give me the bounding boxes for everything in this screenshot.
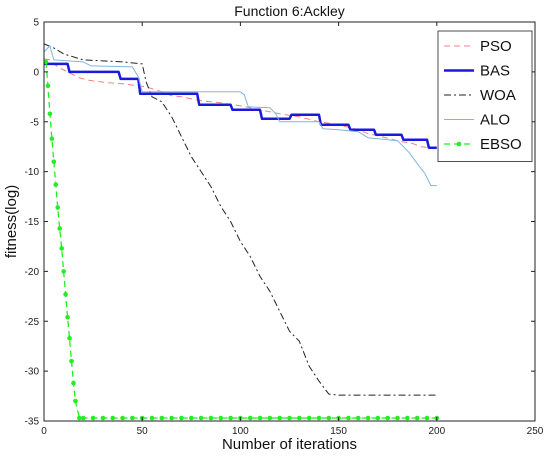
y-tick-label: -20	[25, 267, 40, 278]
data-point-ebso	[69, 358, 74, 364]
legend-label: WOA	[480, 87, 516, 104]
data-point-ebso	[198, 415, 204, 421]
series-line-pso	[43, 58, 437, 150]
data-point-ebso	[208, 415, 214, 421]
series-ebso	[43, 59, 440, 421]
data-point-ebso	[49, 136, 55, 142]
data-point-ebso	[57, 226, 63, 231]
x-tick-label: 250	[527, 426, 544, 437]
data-point-ebso	[355, 415, 361, 421]
y-tick-label: -10	[25, 167, 40, 178]
series-line-alo	[43, 45, 437, 187]
data-point-ebso	[53, 182, 59, 187]
data-point-ebso	[120, 415, 125, 421]
data-point-ebso	[189, 415, 194, 421]
data-point-ebso	[90, 415, 96, 421]
legend-item-bas: BAS	[444, 63, 510, 80]
data-point-ebso	[424, 415, 430, 421]
x-tick-label: 200	[428, 426, 445, 437]
data-point-ebso	[45, 83, 51, 89]
data-point-ebso	[71, 380, 76, 386]
y-tick-label: -35	[25, 417, 40, 428]
data-point-ebso	[218, 415, 224, 421]
data-point-ebso	[159, 415, 165, 421]
data-point-ebso	[277, 415, 282, 421]
y-tick-label: -5	[30, 117, 39, 128]
data-point-ebso	[110, 415, 116, 421]
legend-item-woa: WOA	[444, 87, 516, 104]
data-point-ebso	[80, 415, 86, 421]
legend-label: BAS	[480, 63, 510, 80]
legend-item-ebso: EBSO	[444, 136, 522, 153]
data-point-ebso	[326, 415, 332, 421]
data-point-ebso	[100, 415, 106, 421]
series-line-bas	[44, 62, 437, 149]
data-point-ebso	[316, 415, 322, 421]
legend: PSO BAS WOA ALO EBSO	[437, 30, 533, 162]
data-point-ebso	[395, 415, 400, 421]
data-point-ebso	[47, 111, 53, 117]
series-line-woa	[43, 43, 437, 396]
data-point-ebso	[405, 415, 410, 421]
x-tick-label: 100	[232, 426, 249, 437]
data-point-ebso	[77, 415, 82, 421]
y-tick-label: -30	[25, 367, 40, 378]
data-point-ebso	[297, 415, 302, 421]
data-point-ebso	[247, 415, 253, 421]
data-point-ebso	[346, 415, 351, 421]
data-point-ebso	[257, 415, 263, 421]
y-tick-label: -25	[25, 317, 40, 328]
legend-item-alo: ALO	[444, 112, 510, 129]
data-point-ebso	[267, 415, 273, 421]
data-point-ebso	[179, 415, 184, 421]
y-tick-label: 0	[33, 67, 39, 78]
legend-item-pso: PSO	[444, 38, 512, 55]
data-point-ebso	[43, 59, 49, 65]
data-point-ebso	[365, 415, 371, 421]
legend-label: EBSO	[480, 136, 522, 153]
data-point-ebso	[414, 415, 420, 421]
data-point-ebso	[385, 415, 391, 421]
x-tick-label: 0	[41, 426, 47, 437]
data-point-ebso	[65, 314, 70, 320]
data-point-ebso	[55, 205, 61, 210]
series-alo	[43, 45, 437, 187]
data-point-ebso	[149, 415, 155, 421]
x-tick-label: 150	[330, 426, 347, 437]
data-point-ebso	[287, 415, 292, 421]
legend-label: PSO	[480, 38, 512, 55]
legend-marker	[456, 141, 462, 147]
x-axis-title: Number of iterations	[222, 436, 357, 453]
data-point-ebso	[73, 398, 78, 404]
data-point-ebso	[51, 159, 57, 164]
series-layer	[43, 43, 440, 421]
data-point-ebso	[130, 415, 135, 421]
chart-title: Function 6:Ackley	[234, 3, 345, 19]
legend-box	[437, 30, 533, 162]
series-bas	[44, 62, 437, 149]
data-point-ebso	[67, 335, 72, 341]
legend-label: ALO	[480, 112, 510, 129]
data-point-ebso	[306, 415, 312, 421]
y-tick-label: 5	[33, 18, 39, 29]
data-point-ebso	[169, 415, 174, 421]
series-line-ebso	[45, 61, 437, 419]
data-point-ebso	[375, 415, 381, 421]
series-woa	[43, 43, 437, 396]
data-point-ebso	[228, 415, 233, 421]
data-point-ebso	[61, 269, 66, 274]
data-point-ebso	[63, 292, 68, 297]
y-tick-label: -15	[25, 217, 40, 228]
series-pso	[43, 58, 437, 150]
x-tick-label: 50	[137, 426, 149, 437]
data-point-ebso	[59, 246, 64, 251]
y-axis-title: fitness(log)	[3, 185, 20, 258]
